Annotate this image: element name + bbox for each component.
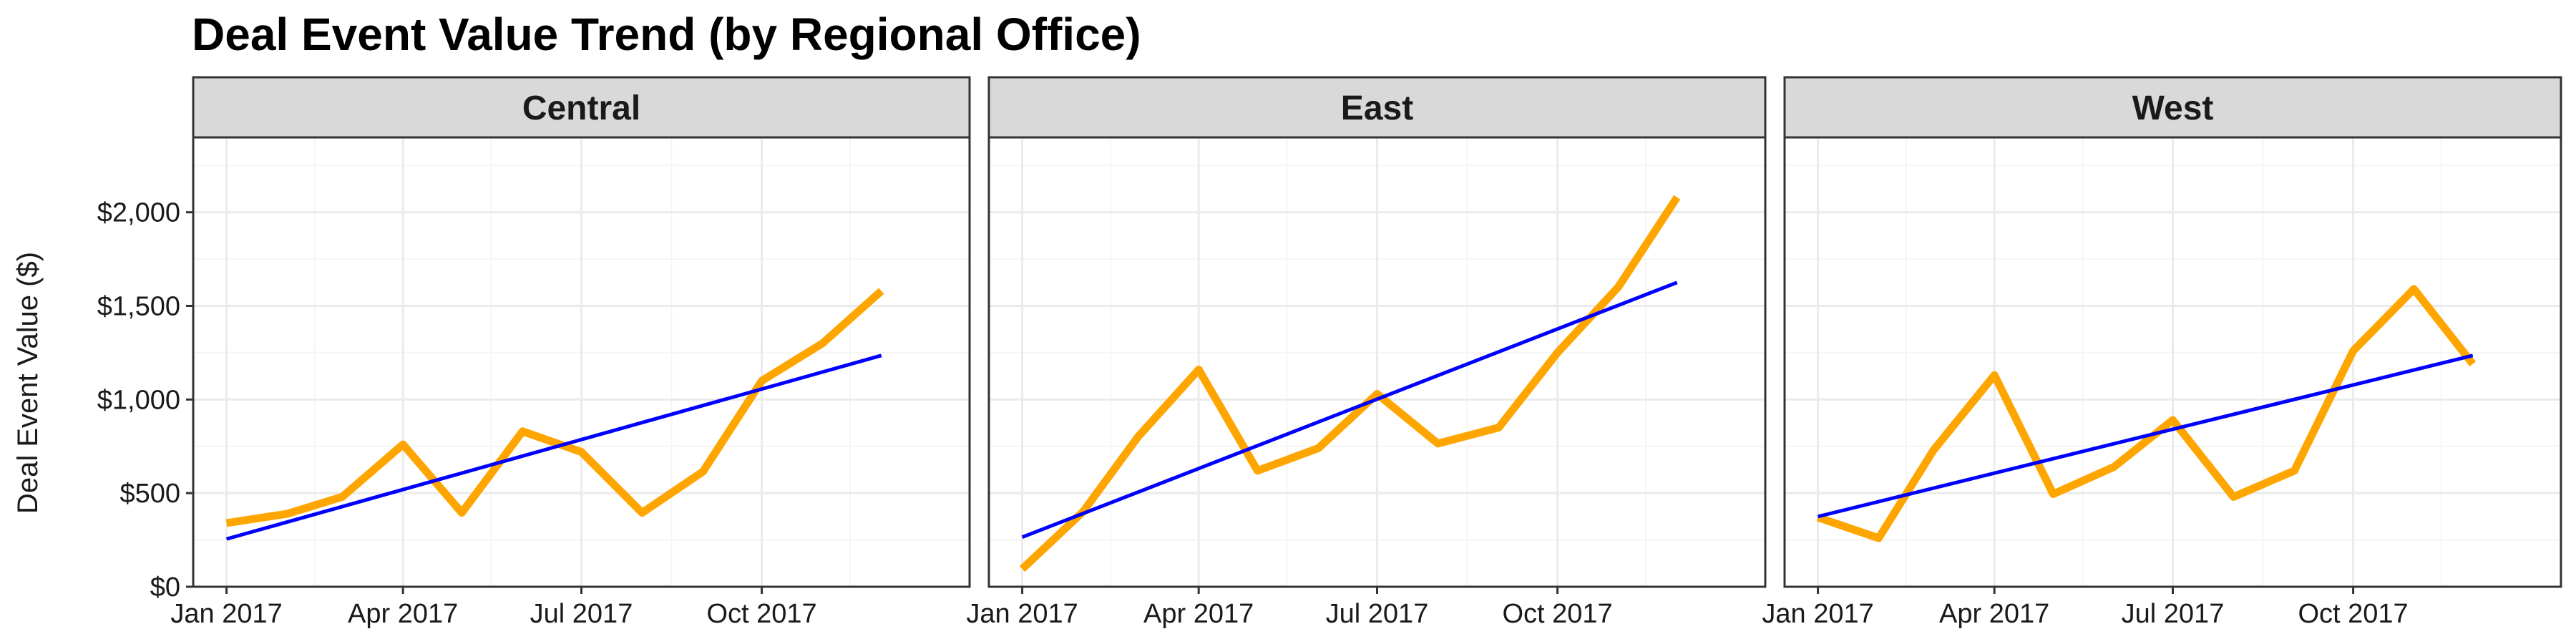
facet-panel-east: East Jan 2017 Apr 2017 Jul 2017 Oct 2017 bbox=[966, 76, 1767, 629]
y-tick-label: $500 bbox=[119, 479, 180, 509]
x-tick-label: Oct 2017 bbox=[2298, 599, 2408, 629]
facet-panel-central: Central Jan 2017 Apr 2017 Jul 2017 Oct 2017 bbox=[170, 76, 971, 629]
trend-line bbox=[225, 353, 882, 541]
trend-line bbox=[1817, 353, 2474, 519]
facet-strip bbox=[192, 76, 971, 139]
y-axis: $0 $500 $1,000 $1,500 $2,000 bbox=[97, 198, 193, 602]
trend-line bbox=[1021, 280, 1678, 539]
y-tick-label: $0 bbox=[150, 572, 180, 602]
facet-strip-label: West bbox=[2132, 89, 2214, 127]
value-series-line bbox=[1816, 285, 2477, 542]
y-tick-label: $2,000 bbox=[97, 198, 180, 228]
value-series-line bbox=[225, 288, 884, 527]
x-tick-label: Jul 2017 bbox=[1326, 599, 1429, 629]
x-tick-label: Apr 2017 bbox=[348, 599, 458, 629]
y-tick-label: $1,500 bbox=[97, 292, 180, 322]
facet-strip-label: Central bbox=[522, 89, 640, 127]
facet-panel-west: West Jan 2017 Apr 2017 Jul 2017 Oct 2017 bbox=[1762, 76, 2562, 629]
x-tick-label: Apr 2017 bbox=[1939, 599, 2049, 629]
x-tick-label: Jan 2017 bbox=[1762, 599, 1873, 629]
x-tick-label: Apr 2017 bbox=[1143, 599, 1254, 629]
y-axis-title: Deal Event Value ($) bbox=[12, 252, 44, 514]
x-tick-label: Oct 2017 bbox=[706, 599, 816, 629]
facet-strip bbox=[987, 76, 1767, 139]
value-series-line bbox=[1019, 195, 1681, 572]
x-tick-label: Jan 2017 bbox=[966, 599, 1078, 629]
x-tick-label: Jan 2017 bbox=[170, 599, 282, 629]
x-tick-label: Oct 2017 bbox=[1502, 599, 1612, 629]
chart-title: Deal Event Value Trend (by Regional Offi… bbox=[192, 9, 1141, 60]
x-tick-label: Jul 2017 bbox=[2122, 599, 2225, 629]
x-tick-label: Jul 2017 bbox=[530, 599, 633, 629]
y-tick-label: $1,000 bbox=[97, 385, 180, 415]
facet-strip-label: East bbox=[1341, 89, 1413, 127]
facet-strip bbox=[1783, 76, 2562, 139]
